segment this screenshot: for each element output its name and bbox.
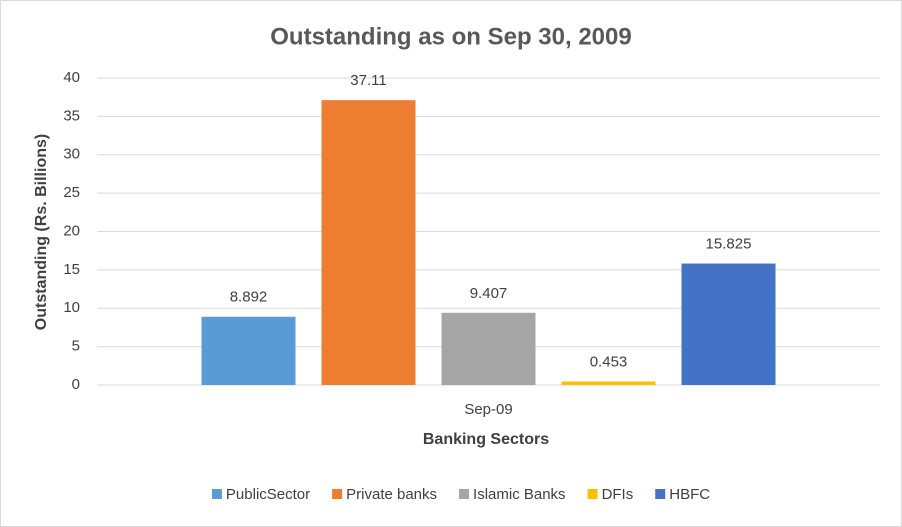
y-tick-label: 15: [63, 261, 80, 278]
legend-swatch: [587, 489, 598, 499]
x-axis-title: Banking Sectors: [423, 431, 549, 448]
data-label: 9.407: [470, 285, 508, 302]
legend-label: HBFC: [669, 486, 710, 503]
bar: [681, 263, 776, 385]
data-label: 15.825: [706, 236, 752, 253]
y-tick-label: 35: [63, 107, 80, 124]
legend: PublicSector Private banks Islamic Banks DF…: [211, 486, 710, 503]
legend-swatch: [459, 489, 470, 499]
legend-label: Islamic Banks: [473, 486, 566, 503]
y-tick-label: 20: [63, 222, 80, 239]
bar: [561, 381, 656, 385]
y-tick-label: 0: [72, 376, 80, 393]
data-label: 0.453: [590, 353, 628, 370]
legend-swatch: [655, 489, 666, 499]
y-tick-label: 40: [63, 69, 80, 86]
bar: [321, 100, 416, 385]
legend-label: Private banks: [346, 486, 437, 503]
data-label: 8.892: [230, 289, 268, 306]
bar: [201, 316, 296, 385]
bar: [441, 312, 536, 385]
legend-label: PublicSector: [226, 486, 310, 503]
x-tick-label: Sep-09: [464, 401, 512, 418]
y-tick-label: 25: [63, 184, 80, 201]
legend-label: DFIs: [602, 486, 634, 503]
y-tick-label: 30: [63, 146, 80, 163]
chart-title: Outstanding as on Sep 30, 2009: [270, 23, 631, 50]
y-tick-label: 5: [72, 338, 80, 355]
y-tick-label: 10: [63, 299, 80, 316]
data-label: 37.11: [350, 72, 386, 89]
y-axis-title: Outstanding (Rs. Billions): [33, 134, 50, 330]
legend-swatch: [332, 489, 343, 499]
legend-swatch: [211, 489, 222, 499]
